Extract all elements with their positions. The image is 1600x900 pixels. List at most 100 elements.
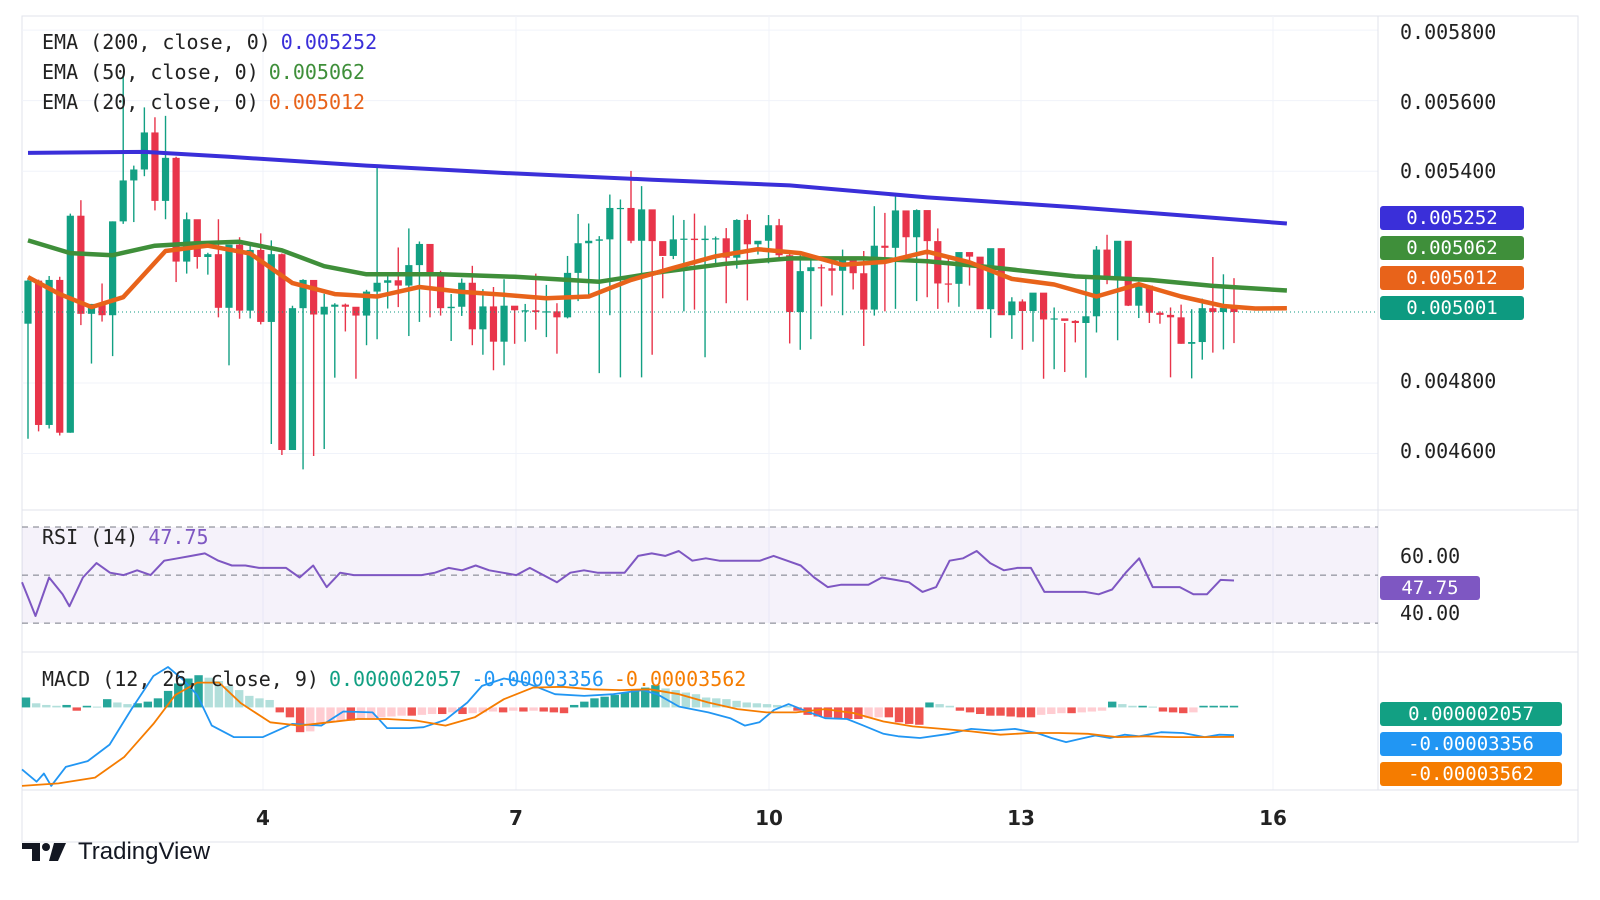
macd-histogram-bar	[377, 707, 386, 718]
candle-body	[754, 240, 762, 245]
macd-histogram-bar	[945, 705, 954, 708]
ema50-price-badge: 0.005062	[1380, 236, 1524, 260]
macd-histogram-bar	[52, 705, 61, 708]
macd-histogram-bar	[752, 703, 762, 708]
candle-body	[119, 180, 127, 222]
candle-body	[1114, 240, 1122, 279]
candle-body	[109, 221, 117, 316]
candle-body	[511, 305, 519, 311]
candle-body	[77, 215, 85, 314]
candle-body	[130, 169, 138, 181]
candle-body	[1145, 285, 1153, 313]
macd-pane[interactable]	[21, 666, 1239, 787]
macd-histogram-bar	[448, 707, 457, 713]
candle-body	[394, 280, 402, 286]
macd-histogram-bar	[92, 706, 102, 708]
candle-body	[1071, 320, 1079, 323]
candle-body	[278, 254, 286, 451]
candle-body	[669, 239, 677, 256]
legend-macd[interactable]: MACD (12, 26, close, 9) 0.000002057 -0.000…	[42, 667, 746, 691]
candle-body	[1008, 301, 1016, 316]
macd-histogram-bar	[1067, 707, 1076, 714]
macd-histogram-bar	[712, 698, 721, 708]
candle-body	[1177, 317, 1185, 344]
candle-body	[310, 279, 318, 315]
macd-histogram-bar	[996, 707, 1005, 716]
macd-histogram-bar	[1077, 707, 1086, 713]
candle-body	[56, 279, 64, 433]
legend-macd-hist: 0.000002057	[328, 667, 462, 691]
candle-body	[828, 268, 836, 271]
price-axis-label: 0.005800	[1400, 20, 1497, 44]
candle-body	[320, 306, 328, 315]
candle-body	[997, 248, 1005, 316]
macd-histogram-bar	[681, 692, 691, 708]
macd-histogram-bar	[1179, 707, 1188, 714]
candle-body	[712, 238, 720, 240]
macd-histogram-bar	[590, 698, 599, 708]
candle-body	[1061, 318, 1069, 321]
ema20-line	[26, 243, 1287, 311]
candle-body	[648, 209, 656, 242]
macd-histogram-bar	[691, 694, 701, 708]
legend-ema20-label: EMA (20, close, 0)	[42, 90, 259, 114]
ema200-line	[27, 149, 1288, 226]
macd-histogram-bar	[214, 680, 224, 708]
candle-body	[849, 260, 857, 274]
candle-body	[944, 283, 952, 285]
macd-histogram-bar	[1209, 705, 1218, 708]
macd-histogram-bar	[326, 707, 335, 722]
candle-body	[1166, 314, 1175, 318]
legend-macd-value: -0.00003356	[471, 667, 604, 691]
macd-histogram-bar	[153, 698, 163, 708]
price-pane[interactable]	[22, 74, 1378, 470]
candle-body	[362, 291, 371, 316]
candle-body	[415, 243, 424, 266]
macd-histogram-bar	[42, 704, 51, 708]
candle-body	[764, 225, 773, 241]
macd-histogram-bar	[976, 707, 985, 715]
macd-histogram-bar	[163, 690, 173, 708]
macd-histogram-bar	[854, 707, 863, 719]
macd-histogram-bar	[904, 707, 914, 724]
candle-body	[24, 280, 32, 324]
candle-body	[288, 308, 297, 451]
candle-body	[1092, 249, 1101, 317]
candle-body	[807, 267, 815, 272]
macd-histogram-bar	[306, 707, 315, 732]
candle-body	[659, 241, 667, 256]
macd-histogram-bar	[133, 703, 142, 708]
legend-ema50[interactable]: EMA (50, close, 0) 0.005062	[42, 60, 365, 84]
legend-ema50-label: EMA (50, close, 0)	[42, 60, 259, 84]
legend-ema200[interactable]: EMA (200, close, 0) 0.005252	[42, 30, 377, 54]
macd-histogram-bar	[742, 702, 751, 708]
candle-body	[955, 252, 963, 284]
ema50-line	[27, 238, 1288, 293]
macd-histogram-bar	[783, 705, 792, 708]
macd-histogram-bar	[986, 707, 995, 716]
candle-body	[183, 219, 191, 262]
tradingview-brand[interactable]: TradingView	[22, 838, 210, 866]
macd-histogram-bar	[833, 707, 843, 719]
rsi-pane[interactable]	[21, 526, 1378, 624]
candle-body	[786, 255, 794, 313]
legend-macd-signal: -0.00003562	[613, 667, 747, 691]
rsi-value-badge: 47.75	[1380, 576, 1480, 600]
macd-histogram-bar	[387, 707, 396, 717]
candle-body	[902, 210, 910, 238]
candle-body	[680, 238, 688, 240]
legend-rsi[interactable]: RSI (14) 47.75	[42, 525, 209, 549]
legend-ema200-value: 0.005252	[280, 30, 378, 54]
candle-body	[34, 280, 43, 425]
candle-body	[204, 254, 212, 258]
macd-histogram-bar	[295, 707, 305, 733]
legend-ema20[interactable]: EMA (20, close, 0) 0.005012	[42, 90, 365, 114]
candle-body	[521, 310, 529, 312]
price-axis-label: 0.004600	[1400, 439, 1497, 463]
x-tick-label: 4	[256, 806, 270, 830]
macd-value-badge: -0.00003356	[1380, 732, 1562, 756]
macd-histogram-bar	[82, 705, 92, 708]
macd-histogram-bar	[762, 704, 772, 708]
rsi-axis-label: 40.00	[1400, 601, 1461, 625]
candle-body	[447, 306, 455, 309]
